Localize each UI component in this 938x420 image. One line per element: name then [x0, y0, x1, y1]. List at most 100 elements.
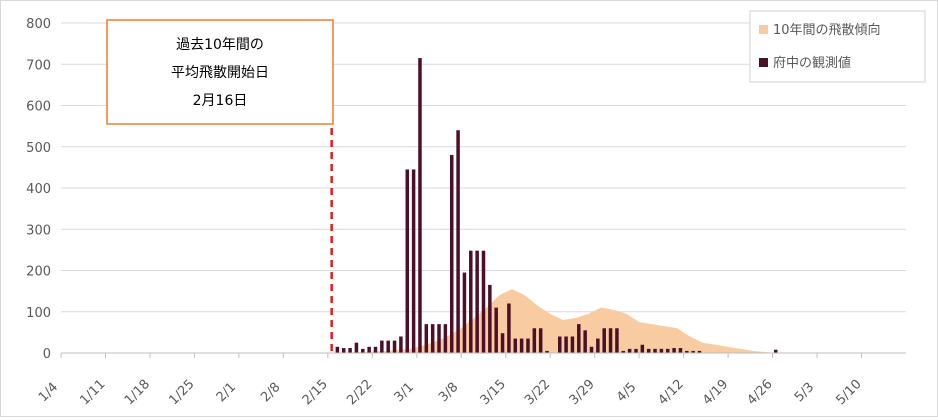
bar: [354, 342, 359, 353]
bar: [386, 340, 390, 353]
x-tick-label: 1/4: [36, 380, 61, 405]
bar: [488, 284, 492, 353]
y-tick-label: 100: [26, 306, 51, 321]
y-tick-label: 500: [26, 141, 51, 156]
bar: [697, 350, 702, 353]
x-tick-label: 3/1: [392, 380, 417, 405]
x-tick-label: 1/11: [77, 377, 108, 408]
bar: [405, 169, 410, 353]
legend-swatch-trend: [759, 25, 768, 34]
bar: [774, 349, 778, 353]
y-tick-label: 0: [43, 347, 51, 362]
bar-layer: [335, 58, 778, 353]
bar: [430, 324, 435, 353]
bar: [500, 333, 505, 353]
bar: [507, 303, 511, 353]
annotation-line-2: 平均飛散開始日: [171, 65, 269, 81]
y-tick-label: 300: [26, 223, 51, 238]
bar: [373, 346, 378, 353]
x-tick-label: 5/10: [833, 377, 864, 408]
bar: [577, 324, 581, 353]
bar: [570, 336, 575, 353]
bar: [475, 250, 479, 353]
x-tick-label: 2/1: [214, 380, 239, 405]
x-tick-label: 1/18: [122, 377, 153, 408]
x-tick-label: 2/22: [344, 377, 375, 408]
bar: [424, 324, 429, 353]
x-tick-label: 2/8: [258, 380, 283, 405]
bar: [443, 324, 448, 353]
y-tick-label: 600: [26, 100, 51, 115]
bar: [653, 348, 657, 353]
x-tick-label: 4/12: [656, 377, 687, 408]
bar: [449, 155, 454, 353]
x-tick-label: 3/15: [478, 377, 509, 408]
bar: [538, 328, 543, 353]
x-tick-label: 4/26: [744, 377, 775, 408]
bar: [691, 350, 695, 353]
bar: [399, 336, 403, 353]
bar: [634, 348, 638, 353]
x-tick-label: 1/25: [166, 377, 197, 408]
bar: [411, 169, 416, 353]
trend-area-layer: [334, 289, 779, 353]
bar: [615, 328, 619, 353]
bar: [596, 338, 600, 353]
bar: [608, 328, 613, 353]
y-tick-label: 700: [26, 58, 51, 73]
bar: [361, 348, 365, 353]
bar: [532, 328, 537, 353]
bar: [589, 346, 594, 353]
bar: [513, 338, 518, 353]
x-tick-label: 3/22: [522, 377, 553, 408]
bar: [437, 324, 441, 353]
bar: [640, 344, 645, 353]
x-tick-label: 2/15: [300, 377, 331, 408]
bar: [348, 348, 352, 353]
bar: [494, 307, 498, 353]
bar: [380, 340, 384, 353]
bar: [367, 346, 371, 353]
legend-label-observed: 府中の観測値: [773, 55, 851, 71]
x-tick-label: 3/8: [436, 380, 461, 405]
bar: [564, 336, 568, 353]
bar: [666, 348, 670, 353]
bar: [481, 250, 486, 353]
annotation-box: 過去10年間の 平均飛散開始日 2月16日: [106, 19, 334, 125]
bar: [557, 336, 562, 353]
bar: [583, 330, 587, 353]
bar: [335, 346, 340, 353]
legend-swatch-observed: [759, 58, 768, 67]
legend-label-trend: 10年間の飛散傾向: [773, 22, 881, 38]
bar: [627, 348, 632, 353]
annotation-line-3: 2月16日: [193, 93, 248, 109]
bar: [621, 350, 626, 353]
bar: [469, 250, 473, 353]
x-tick-label: 5/3: [792, 380, 817, 405]
x-tick-label: 3/29: [567, 377, 598, 408]
bar: [526, 338, 530, 353]
bar: [462, 272, 467, 353]
legend: 10年間の飛散傾向 府中の観測値: [749, 10, 926, 83]
bar: [519, 338, 524, 353]
y-tick-label: 800: [26, 17, 51, 32]
x-tick-label: 4/5: [614, 380, 639, 405]
bar: [678, 348, 683, 353]
annotation-line-1: 過去10年間の: [176, 37, 264, 53]
bar: [341, 348, 346, 353]
trend-area: [334, 289, 779, 353]
bar: [545, 350, 549, 353]
x-tick-label: 4/19: [700, 377, 731, 408]
bar: [418, 58, 422, 353]
y-tick-label: 200: [26, 265, 51, 280]
bar: [646, 348, 651, 353]
bar: [659, 348, 664, 353]
bar: [602, 328, 606, 353]
bar: [672, 348, 676, 353]
bar: [685, 350, 689, 353]
bar: [456, 130, 460, 353]
bar: [392, 340, 397, 353]
y-tick-label: 400: [26, 182, 51, 197]
